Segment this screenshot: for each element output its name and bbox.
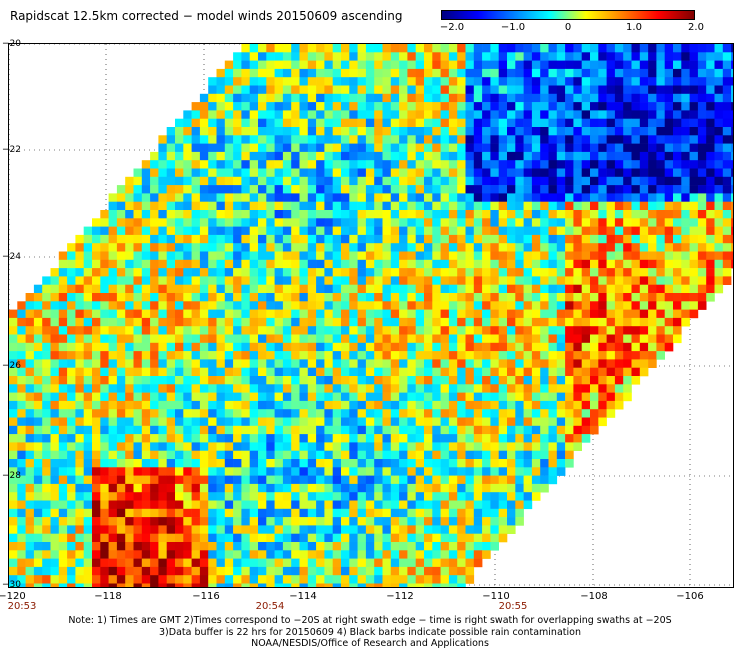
colorbar-tick: 1.0 — [626, 22, 642, 33]
time-label: 20:54 — [255, 601, 285, 612]
lon-label: −106 — [676, 591, 704, 602]
lat-label: −28 — [2, 471, 21, 481]
lat-label: −26 — [2, 361, 21, 371]
colorbar-tick: 2.0 — [688, 22, 704, 33]
colorbar-tick: −2.0 — [439, 22, 465, 33]
lon-label: −110 — [482, 591, 510, 602]
footer-note-1: Note: 1) Times are GMT 2)Times correspon… — [68, 615, 672, 626]
time-label: 20:55 — [498, 601, 528, 612]
lon-label: −118 — [94, 591, 122, 602]
lon-label: −112 — [386, 591, 414, 602]
wind-difference-map — [8, 43, 734, 588]
colorbar-tick: 0 — [564, 22, 572, 33]
lon-label: −116 — [192, 591, 220, 602]
time-label: 20:53 — [7, 601, 37, 612]
map-title: Rapidscat 12.5km corrected − model winds… — [10, 9, 403, 23]
swath-cells — [9, 44, 733, 587]
lon-label: −114 — [289, 591, 317, 602]
lat-label: −20 — [2, 39, 21, 49]
colorbar — [441, 10, 695, 20]
lat-label: −24 — [2, 252, 21, 262]
swath-plot — [9, 44, 733, 587]
lat-label: −30 — [2, 580, 21, 590]
footer-note-2: 3)Data buffer is 22 hrs for 20150609 4) … — [159, 627, 581, 638]
footer-note-3: NOAA/NESDIS/Office of Research and Appli… — [251, 638, 489, 649]
lon-label: −120 — [0, 591, 26, 602]
colorbar-tick: −1.0 — [500, 22, 526, 33]
lat-label: −22 — [2, 145, 21, 155]
lon-label: −108 — [580, 591, 608, 602]
